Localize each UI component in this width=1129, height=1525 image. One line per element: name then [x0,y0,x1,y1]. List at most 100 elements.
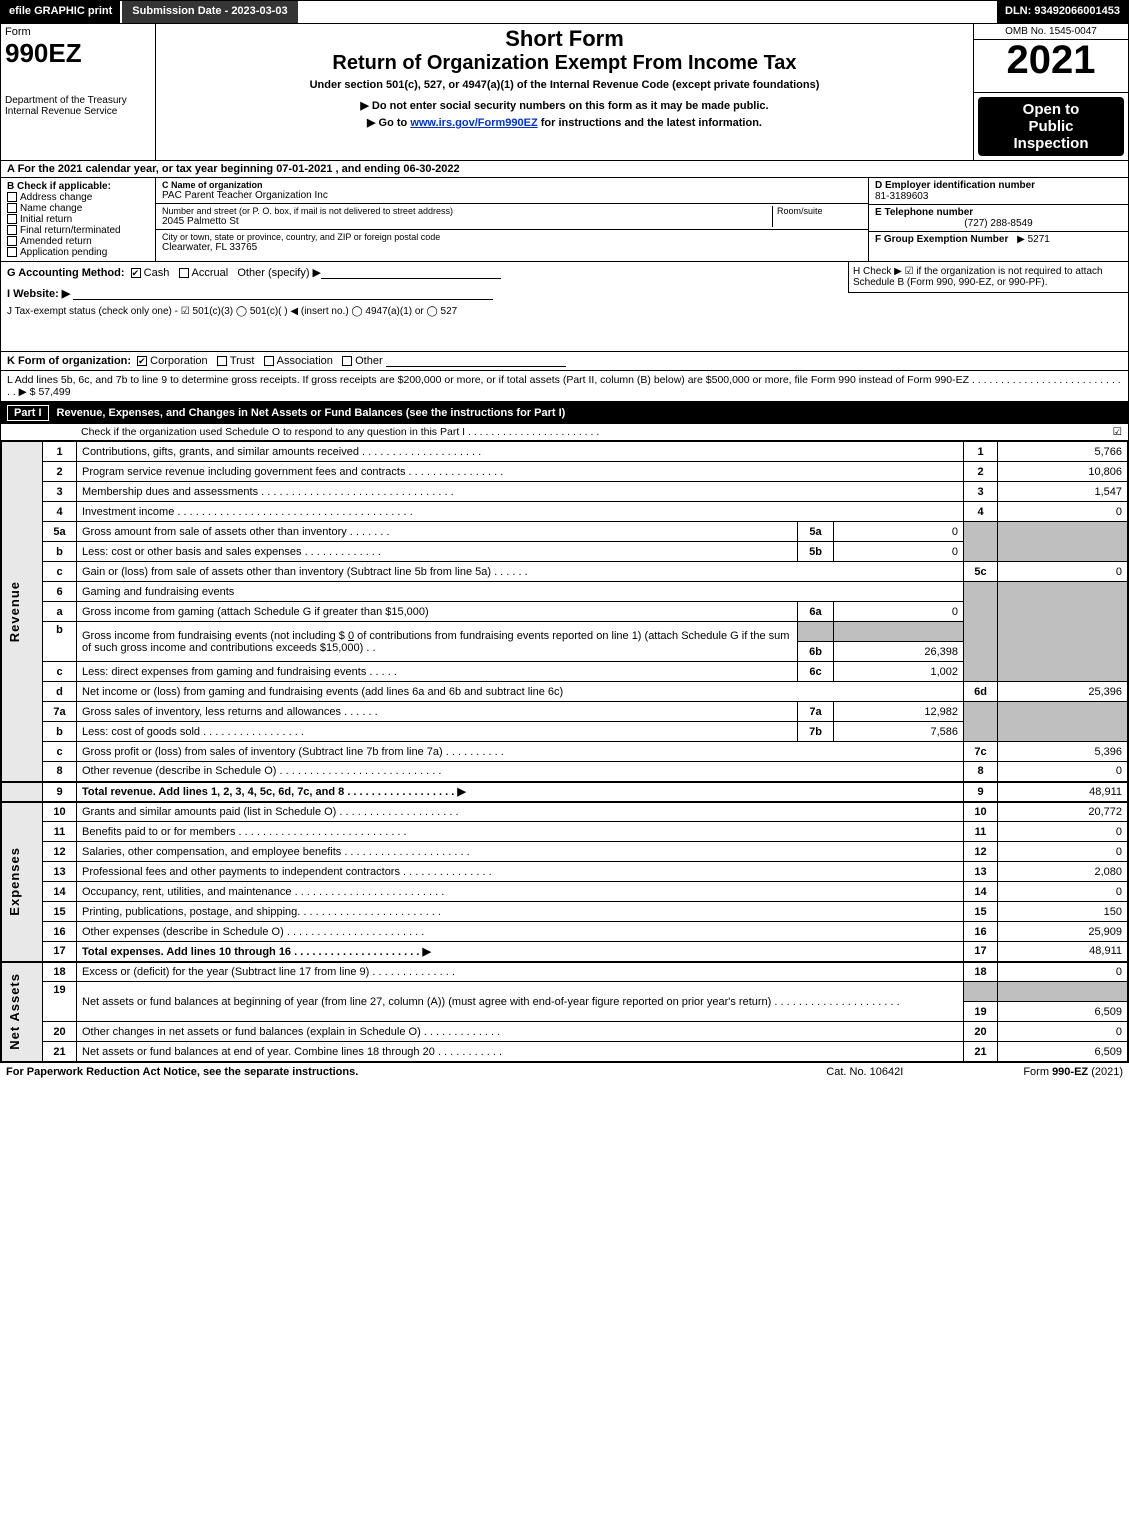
chk-pending[interactable]: Application pending [7,247,149,258]
tax-year: 2021 [974,40,1128,80]
lineno-2: 2 [964,462,998,482]
val-19: 6,509 [998,1002,1128,1022]
footer-right: Form 990-EZ (2021) [1023,1066,1123,1078]
lineno-12: 12 [964,842,998,862]
ein-label: D Employer identification number [875,180,1122,191]
desc-18: Excess or (deficit) for the year (Subtra… [77,962,964,982]
chk-trust[interactable] [217,356,227,366]
chk-final-return[interactable]: Final return/terminated [7,225,149,236]
row-7c: cGross profit or (loss) from sales of in… [2,742,1128,762]
goto-suffix: for instructions and the latest informat… [538,117,762,129]
subval-7b: 7,586 [834,722,964,742]
row-6b: bGross income from fundraising events (n… [2,622,1128,642]
lineno-14: 14 [964,882,998,902]
submission-date: Submission Date - 2023-03-03 [120,1,297,23]
lineno-11: 11 [964,822,998,842]
open-public-badge: Open to Public Inspection [978,97,1124,156]
row-6a: aGross income from gaming (attach Schedu… [2,602,1128,622]
sub-7b: 7b [798,722,834,742]
subval-6a: 0 [834,602,964,622]
street-value: 2045 Palmetto St [162,216,772,227]
lineno-4: 4 [964,502,998,522]
irs-label: Internal Revenue Service [5,106,151,117]
chk-corporation[interactable] [137,356,147,366]
row-9: 9Total revenue. Add lines 1, 2, 3, 4, 5c… [2,782,1128,802]
lineno-21: 21 [964,1042,998,1062]
part-i-title: Revenue, Expenses, and Changes in Net As… [57,407,566,419]
lineno-3: 3 [964,482,998,502]
other-org-field[interactable] [386,355,566,367]
row-4: 4Investment income . . . . . . . . . . .… [2,502,1128,522]
ein-value: 81-3189603 [875,191,1122,202]
val-6d: 25,396 [998,682,1128,702]
row-2: 2Program service revenue including gover… [2,462,1128,482]
row-6: 6Gaming and fundraising events [2,582,1128,602]
val-1: 5,766 [998,442,1128,462]
lineno-7c: 7c [964,742,998,762]
row-16: 16Other expenses (describe in Schedule O… [2,922,1128,942]
desc-4: Investment income . . . . . . . . . . . … [77,502,964,522]
val-4: 0 [998,502,1128,522]
opt-cash: Cash [144,267,170,279]
val-8: 0 [998,762,1128,782]
subtitle: Under section 501(c), 527, or 4947(a)(1)… [160,79,969,91]
footer-mid: Cat. No. 10642I [826,1066,903,1078]
row-3: 3Membership dues and assessments . . . .… [2,482,1128,502]
footer-left: For Paperwork Reduction Act Notice, see … [6,1066,826,1078]
dept-treasury: Department of the Treasury [5,95,151,106]
website-field[interactable] [73,288,493,300]
form-number: 990EZ [5,38,151,69]
row-18: Net Assets18Excess or (deficit) for the … [2,962,1128,982]
open-line3: Inspection [982,135,1120,152]
row-19a: 19Net assets or fund balances at beginni… [2,982,1128,1002]
phone-value: (727) 288-8549 [875,218,1122,229]
subval-7a: 12,982 [834,702,964,722]
open-line1: Open to [982,101,1120,118]
org-name: PAC Parent Teacher Organization Inc [162,190,862,201]
lineno-19: 19 [964,1002,998,1022]
line-l: L Add lines 5b, 6c, and 7b to line 9 to … [0,371,1129,402]
line-a: A For the 2021 calendar year, or tax yea… [0,161,1129,178]
dln-label: DLN: 93492066001453 [997,1,1128,23]
chk-amended[interactable]: Amended return [7,236,149,247]
chk-other-org[interactable] [342,356,352,366]
row-12: 12Salaries, other compensation, and empl… [2,842,1128,862]
val-9: 48,911 [998,782,1128,802]
group-exempt-label: F Group Exemption Number [875,234,1008,245]
chk-address-change[interactable]: Address change [7,192,149,203]
desc-7b: Less: cost of goods sold . . . . . . . .… [77,722,798,742]
chk-initial-return[interactable]: Initial return [7,214,149,225]
desc-5a: Gross amount from sale of assets other t… [77,522,798,542]
other-specify-field[interactable] [321,267,501,279]
val-5c: 0 [998,562,1128,582]
chk-association[interactable] [264,356,274,366]
line-k-label: K Form of organization: [7,355,131,367]
val-2: 10,806 [998,462,1128,482]
box-def: D Employer identification number 81-3189… [868,178,1128,261]
val-15: 150 [998,902,1128,922]
lineno-16: 16 [964,922,998,942]
group-exempt-value: ▶ 5271 [1017,234,1050,245]
desc-6: Gaming and fundraising events [77,582,964,602]
instructions-link[interactable]: www.irs.gov/Form990EZ [410,117,537,129]
val-18: 0 [998,962,1128,982]
chk-accrual[interactable] [179,268,189,278]
lineno-10: 10 [964,802,998,822]
row-11: 11Benefits paid to or for members . . . … [2,822,1128,842]
line-h: H Check ▶ ☑ if the organization is not r… [848,262,1128,293]
desc-14: Occupancy, rent, utilities, and maintena… [77,882,964,902]
desc-19: Net assets or fund balances at beginning… [77,982,964,1022]
opt-assoc: Association [277,355,333,367]
efile-print-label[interactable]: efile GRAPHIC print [1,1,120,23]
chk-name-change[interactable]: Name change [7,203,149,214]
row-6d: dNet income or (loss) from gaming and fu… [2,682,1128,702]
section-bcdef: B Check if applicable: Address change Na… [0,178,1129,262]
lineno-15: 15 [964,902,998,922]
row-21: 21Net assets or fund balances at end of … [2,1042,1128,1062]
subval-6c: 1,002 [834,662,964,682]
city-label: City or town, state or province, country… [162,232,862,242]
sub-6c: 6c [798,662,834,682]
chk-cash[interactable] [131,268,141,278]
row-17: 17Total expenses. Add lines 10 through 1… [2,942,1128,962]
lineno-9: 9 [964,782,998,802]
